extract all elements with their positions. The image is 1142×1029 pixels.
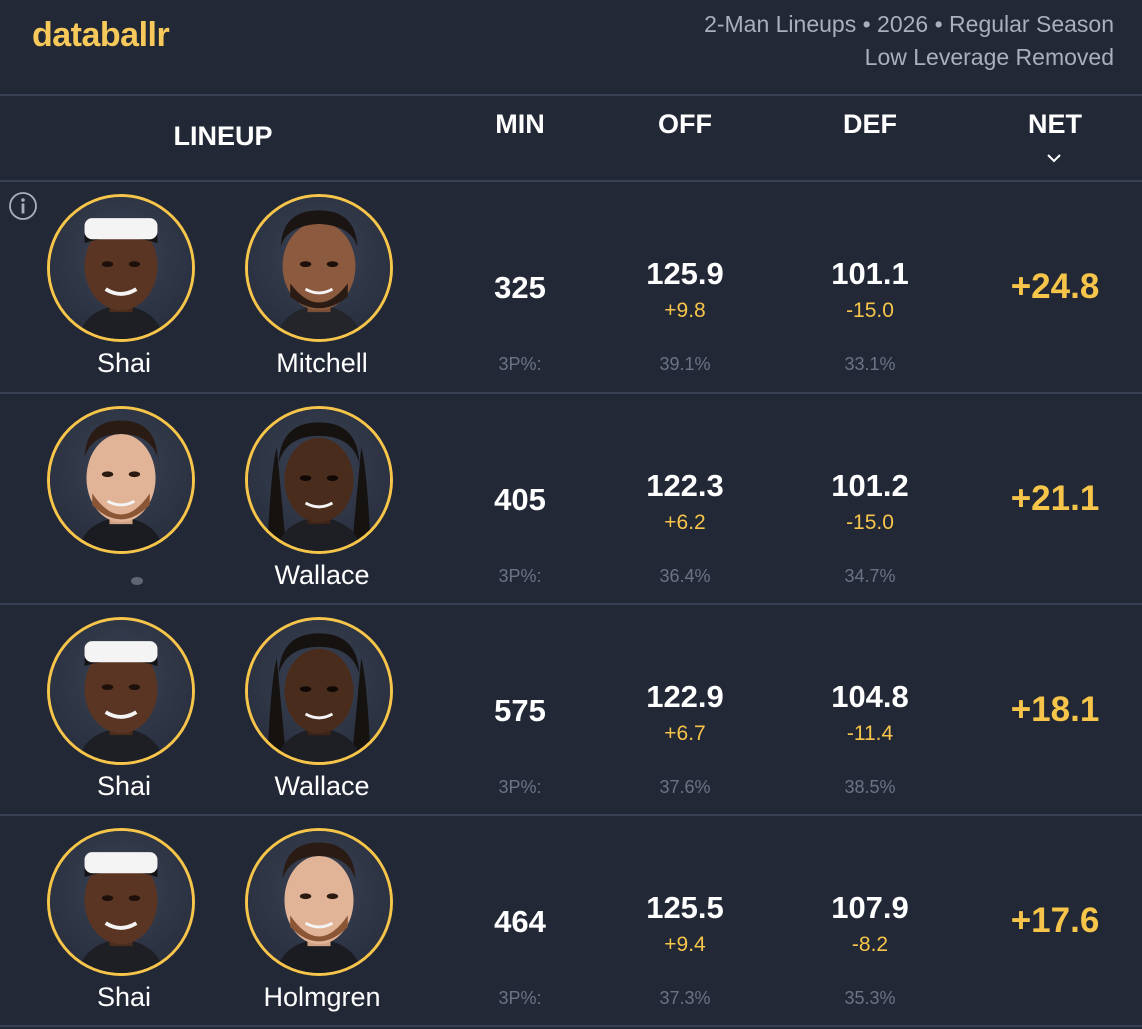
lineup-row[interactable]: Wallace 405 3P%: 122.3 +6.2 36.4% 101.2 …: [0, 393, 1142, 603]
row-divider: [0, 603, 1142, 605]
brand-logo[interactable]: databallr: [32, 16, 170, 54]
off-delta: +9.4: [664, 933, 706, 956]
def-rating: 101.2: [831, 468, 909, 503]
player-name-1: Shai: [96, 348, 152, 378]
min-value: 464: [494, 904, 546, 939]
lineup-row[interactable]: Shai Wallace 575 3P%: 122.9 +6.7 37.6% 1…: [0, 604, 1142, 814]
player-name-1: Shai: [96, 771, 152, 801]
player-avatar-wallace: [245, 617, 393, 765]
player-avatar-holmgren: [47, 406, 195, 554]
def-delta: -15.0: [846, 299, 894, 322]
player-name-2: Mitchell: [276, 348, 368, 378]
three-pt-label: 3P%:: [498, 777, 542, 797]
player-avatar-wallace: [245, 406, 393, 554]
off-three-pt: 36.4%: [659, 566, 711, 586]
three-pt-label: 3P%:: [498, 988, 542, 1008]
lineup-row[interactable]: Shai Mitchell 325 3P%: 125.9 +9.8 39.1% …: [0, 181, 1142, 391]
net-rating: +24.8: [1010, 267, 1100, 306]
def-three-pt: 38.5%: [844, 777, 896, 797]
def-three-pt: 33.1%: [844, 354, 896, 374]
min-value: 575: [494, 693, 546, 728]
header-divider: [0, 94, 1142, 96]
info-icon[interactable]: [8, 191, 38, 221]
player-avatar-holmgren: [245, 828, 393, 976]
subtitle-line-2: Low Leverage Removed: [864, 44, 1114, 70]
off-three-pt: 37.3%: [659, 988, 711, 1008]
chevron-down-icon[interactable]: [1046, 152, 1062, 164]
off-delta: +6.2: [664, 511, 706, 534]
def-rating: 104.8: [831, 679, 909, 714]
min-value: 405: [494, 482, 546, 517]
player-name-2: Wallace: [274, 560, 370, 590]
def-three-pt: 35.3%: [844, 988, 896, 1008]
column-header-lineup: LINEUP: [173, 121, 273, 151]
player-avatar-shai: [47, 194, 195, 342]
def-delta: -8.2: [851, 933, 889, 956]
subtitle-line-1: 2-Man Lineups • 2026 • Regular Season: [704, 11, 1114, 37]
lineup-row[interactable]: Shai Holmgren 464 3P%: 125.5 +9.4 37.3% …: [0, 815, 1142, 1025]
off-three-pt: 39.1%: [659, 354, 711, 374]
off-delta: +6.7: [664, 722, 706, 745]
three-pt-label: 3P%:: [498, 566, 542, 586]
def-three-pt: 34.7%: [844, 566, 896, 586]
column-header-min[interactable]: MIN: [495, 109, 545, 139]
three-pt-label: 3P%:: [498, 354, 542, 374]
player-avatar-mitchell: [245, 194, 393, 342]
player-avatar-shai: [47, 617, 195, 765]
min-value: 325: [494, 270, 546, 305]
page-subtitle: 2-Man Lineups • 2026 • Regular Season Lo…: [704, 8, 1114, 74]
player-avatar-shai: [47, 828, 195, 976]
row-divider: [0, 1025, 1142, 1027]
net-rating: +21.1: [1010, 479, 1100, 518]
net-rating: +17.6: [1010, 901, 1100, 940]
top-header: databallr 2-Man Lineups • 2026 • Regular…: [0, 0, 1142, 95]
def-delta: -11.4: [846, 722, 894, 745]
row-divider: [0, 814, 1142, 816]
player-name-1: Shai: [96, 982, 152, 1012]
net-rating: +18.1: [1010, 690, 1100, 729]
off-three-pt: 37.6%: [659, 777, 711, 797]
off-rating: 125.9: [646, 256, 724, 291]
def-rating: 101.1: [831, 256, 909, 291]
column-header-net[interactable]: NET: [1028, 109, 1082, 139]
player-name-2: Wallace: [274, 771, 370, 801]
def-rating: 107.9: [831, 890, 909, 925]
off-rating: 122.3: [646, 468, 724, 503]
table-header-divider: [0, 180, 1142, 182]
column-header-def[interactable]: DEF: [843, 109, 897, 139]
off-rating: 125.5: [646, 890, 724, 925]
name-smudge: [131, 577, 143, 585]
off-rating: 122.9: [646, 679, 724, 714]
off-delta: +9.8: [664, 299, 706, 322]
def-delta: -15.0: [846, 511, 894, 534]
player-name-2: Holmgren: [263, 982, 381, 1012]
column-header-off[interactable]: OFF: [658, 109, 712, 139]
row-divider: [0, 392, 1142, 394]
